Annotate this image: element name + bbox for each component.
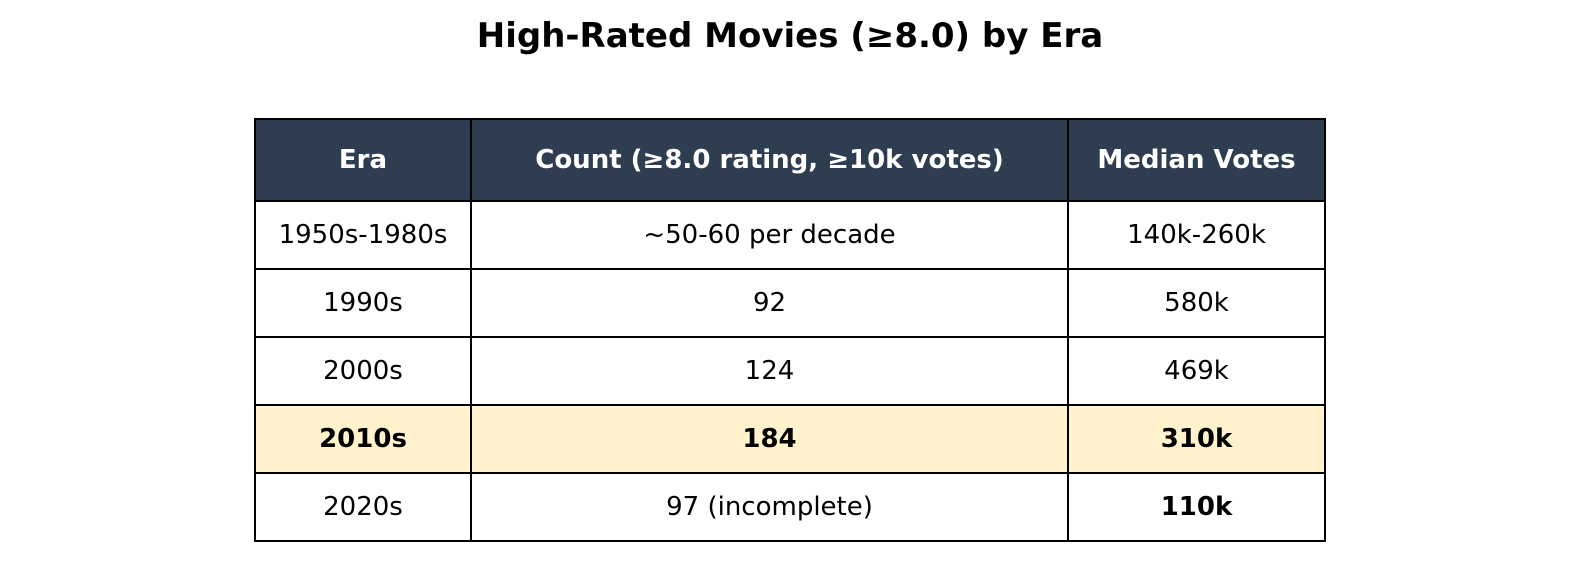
table-cell: 580k (1067, 268, 1326, 338)
table-cell: 110k (1067, 472, 1326, 542)
table-row-highlighted: 2010s 184 310k (254, 404, 1326, 474)
chart-title: High-Rated Movies (≥8.0) by Era (476, 16, 1104, 56)
header-cell-count: Count (≥8.0 rating, ≥10k votes) (470, 118, 1069, 202)
table-cell: 124 (470, 336, 1069, 406)
data-table: Era Count (≥8.0 rating, ≥10k votes) Medi… (254, 118, 1326, 542)
table-cell: 310k (1067, 404, 1326, 474)
table-cell: 184 (470, 404, 1069, 474)
table-cell: 140k-260k (1067, 200, 1326, 270)
header-row: Era Count (≥8.0 rating, ≥10k votes) Medi… (254, 118, 1326, 202)
table-row: 1990s 92 580k (254, 268, 1326, 338)
table-cell: 2010s (254, 404, 472, 474)
table-cell: 1990s (254, 268, 472, 338)
table-row: 2000s 124 469k (254, 336, 1326, 406)
table-cell: ~50-60 per decade (470, 200, 1069, 270)
header-cell-era: Era (254, 118, 472, 202)
table-cell: 1950s-1980s (254, 200, 472, 270)
table-cell: 2000s (254, 336, 472, 406)
table-cell: 97 (incomplete) (470, 472, 1069, 542)
table-row: 1950s-1980s ~50-60 per decade 140k-260k (254, 200, 1326, 270)
table-cell: 92 (470, 268, 1069, 338)
table-cell: 2020s (254, 472, 472, 542)
header-cell-median-votes: Median Votes (1067, 118, 1326, 202)
table-cell: 469k (1067, 336, 1326, 406)
table-row: 2020s 97 (incomplete) 110k (254, 472, 1326, 542)
